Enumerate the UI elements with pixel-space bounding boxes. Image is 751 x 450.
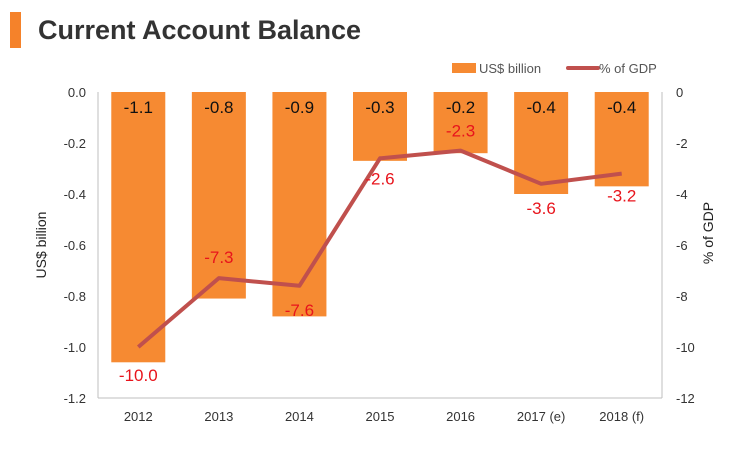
y2-tick-label: -2 bbox=[676, 136, 688, 151]
legend-bar-label: US$ billion bbox=[479, 61, 541, 76]
x-tick-label: 2014 bbox=[285, 409, 314, 424]
line-value-label: -2.6 bbox=[365, 169, 394, 188]
x-tick-label: 2015 bbox=[366, 409, 395, 424]
gdp-line bbox=[136, 148, 622, 349]
y-tick-label: -0.6 bbox=[64, 238, 86, 253]
y2-tick-label: -8 bbox=[676, 289, 688, 304]
x-tick-label: 2016 bbox=[446, 409, 475, 424]
bar-value-label: -0.9 bbox=[285, 98, 314, 117]
bar-value-label: -0.2 bbox=[446, 98, 475, 117]
legend-line-label: % of GDP bbox=[599, 61, 657, 76]
bar-value-label: -0.4 bbox=[526, 98, 555, 117]
line-value-label: -7.3 bbox=[204, 248, 233, 267]
bar-2018 (f) bbox=[594, 92, 649, 187]
y-tick-label: -0.8 bbox=[64, 289, 86, 304]
title-accent-bar bbox=[10, 12, 21, 48]
y-tick-label: -0.2 bbox=[64, 136, 86, 151]
y-tick-label: -0.4 bbox=[64, 187, 86, 202]
line-value-label: -7.6 bbox=[285, 301, 314, 320]
y2-tick-label: -4 bbox=[676, 187, 688, 202]
y-tick-label: 0.0 bbox=[68, 85, 86, 100]
line-value-label: -3.2 bbox=[607, 187, 636, 206]
bar-2013 bbox=[191, 92, 246, 299]
x-tick-label: 2017 (e) bbox=[517, 409, 565, 424]
y2-tick-label: -6 bbox=[676, 238, 688, 253]
x-tick-label: 2018 (f) bbox=[599, 409, 644, 424]
bar-value-label: -1.1 bbox=[124, 98, 153, 117]
y2-tick-label: -10 bbox=[676, 340, 695, 355]
line-value-label: -10.0 bbox=[119, 366, 158, 385]
bar-value-label: -0.4 bbox=[607, 98, 636, 117]
y2-tick-label: -12 bbox=[676, 391, 695, 406]
bar-2012 bbox=[111, 92, 166, 363]
line-value-label: -2.3 bbox=[446, 122, 475, 141]
bar-2016 bbox=[433, 92, 488, 154]
legend-bar-swatch bbox=[452, 63, 476, 73]
y-tick-label: -1.0 bbox=[64, 340, 86, 355]
bar-2015 bbox=[353, 92, 407, 161]
bar-value-label: -0.3 bbox=[365, 98, 394, 117]
y-tick-label: -1.2 bbox=[64, 391, 86, 406]
chart-title: Current Account Balance bbox=[38, 15, 362, 45]
y2-tick-label: 0 bbox=[676, 85, 683, 100]
bar-value-label: -0.8 bbox=[204, 98, 233, 117]
y-axis-title: US$ billion bbox=[33, 212, 49, 279]
x-tick-label: 2013 bbox=[204, 409, 233, 424]
y2-axis-title: % of GDP bbox=[700, 202, 716, 264]
x-tick-label: 2012 bbox=[124, 409, 153, 424]
bar-2014 bbox=[272, 92, 327, 317]
line-value-label: -3.6 bbox=[526, 199, 555, 218]
